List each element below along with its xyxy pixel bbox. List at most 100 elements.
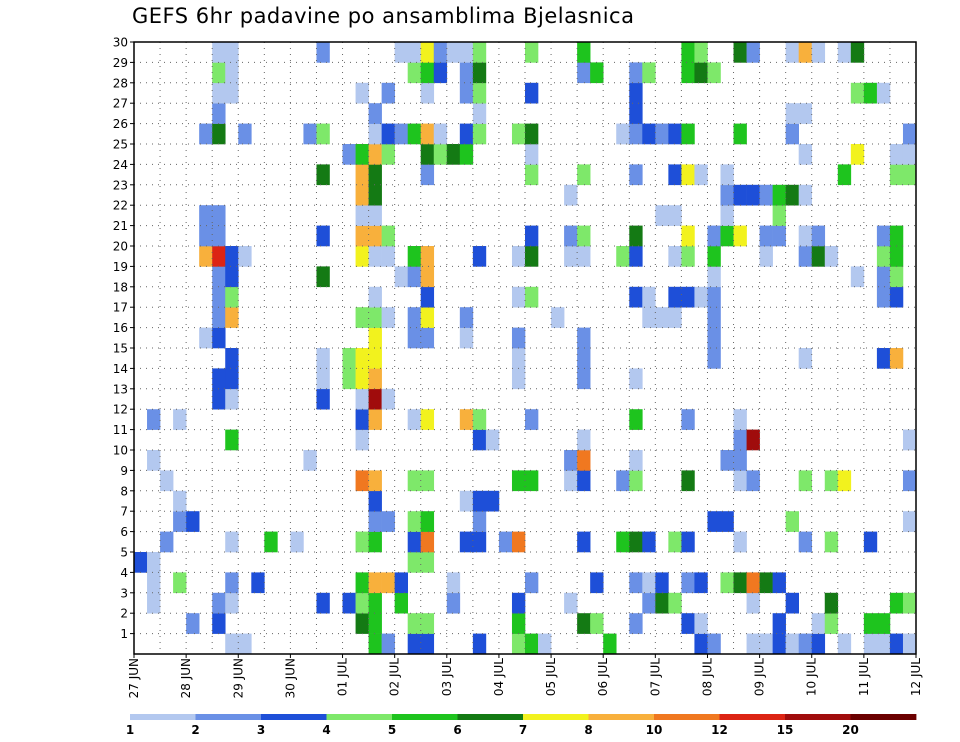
- heatmap-cell: [368, 490, 382, 512]
- heatmap-cell: [681, 123, 695, 145]
- heatmap-cell: [381, 144, 395, 165]
- heatmap-cell: [212, 225, 226, 247]
- y-tick-label: 14: [113, 362, 128, 376]
- y-tick-label: 27: [113, 97, 128, 111]
- y-tick-label: 18: [113, 280, 128, 294]
- y-tick-label: 11: [113, 423, 128, 437]
- y-tick-label: 13: [113, 382, 128, 396]
- x-tick-label: 27 JUN: [127, 658, 141, 698]
- heatmap-cell: [368, 470, 382, 492]
- heatmap-cell: [694, 164, 708, 186]
- heatmap-cell: [629, 103, 643, 124]
- heatmap-cell: [407, 613, 422, 634]
- heatmap-cell: [655, 123, 669, 145]
- heatmap-cell: [472, 633, 487, 655]
- heatmap-cell: [511, 368, 526, 390]
- heatmap-cell: [668, 592, 682, 614]
- heatmap-cell: [368, 307, 382, 328]
- heatmap-cell: [407, 409, 422, 430]
- heatmap-cell: [368, 205, 382, 226]
- heatmap-cell: [681, 62, 695, 84]
- heatmap-cell: [225, 286, 239, 308]
- heatmap-cell: [629, 409, 643, 430]
- heatmap-cell: [733, 450, 747, 471]
- heatmap-cell: [381, 123, 395, 145]
- heatmap-cell: [368, 164, 382, 186]
- heatmap-cell: [733, 409, 747, 430]
- heatmap-cell: [629, 613, 643, 634]
- heatmap-cell: [472, 511, 487, 532]
- heatmap-cell: [746, 592, 760, 614]
- heatmap-cell: [889, 592, 904, 614]
- heatmap-cell: [785, 123, 799, 145]
- heatmap-cell: [889, 164, 904, 186]
- heatmap-cell: [616, 246, 630, 267]
- heatmap-cell: [316, 225, 330, 247]
- colorbar-label: 6: [453, 723, 461, 737]
- colorbar-swatch: [850, 714, 917, 720]
- heatmap-cell: [629, 82, 643, 104]
- heatmap-cell: [472, 246, 487, 267]
- heatmap-cell: [511, 613, 526, 634]
- x-tick-label: 06 JUL: [596, 658, 610, 696]
- x-tick-label: 05 JUL: [544, 658, 558, 696]
- heatmap-cell: [837, 633, 852, 655]
- heatmap-cell: [511, 592, 526, 614]
- heatmap-cell: [577, 368, 591, 390]
- colorbar-swatch: [261, 714, 327, 720]
- heatmap-cell: [472, 490, 487, 512]
- heatmap-cell: [837, 42, 852, 63]
- heatmap-cell: [850, 144, 865, 165]
- heatmap-cell: [433, 42, 448, 63]
- heatmap-cell: [577, 450, 591, 471]
- heatmap-cell: [837, 470, 852, 492]
- heatmap-cell: [355, 144, 369, 165]
- heatmap-cell: [472, 429, 487, 451]
- heatmap-cell: [407, 511, 422, 532]
- heatmap-cell: [212, 123, 226, 145]
- heatmap-cell: [902, 164, 917, 186]
- heatmap-cell: [694, 613, 708, 634]
- heatmap-cell: [772, 572, 786, 594]
- heatmap-cell: [746, 633, 760, 655]
- heatmap-cell: [668, 123, 682, 145]
- heatmap-cell: [824, 613, 839, 634]
- heatmap-cell: [798, 470, 813, 492]
- heatmap-cell: [420, 246, 435, 267]
- heatmap-cell: [681, 470, 695, 492]
- heatmap-cell: [629, 225, 643, 247]
- heatmap-cell: [173, 409, 187, 430]
- heatmap-cell: [472, 42, 487, 63]
- heatmap-cell: [238, 633, 252, 655]
- y-tick-label: 9: [120, 464, 128, 478]
- heatmap-cell: [564, 470, 578, 492]
- heatmap-cell: [459, 144, 474, 165]
- heatmap-cell: [785, 633, 799, 655]
- heatmap-cell: [355, 531, 369, 553]
- heatmap-cell: [525, 572, 539, 594]
- colorbar-label: 2: [191, 723, 199, 737]
- x-axis-ticks: 27 JUN 28 JUN 29 JUN 30 JUN 01 JUL 02 JUL 03 J…: [127, 654, 923, 698]
- heatmap-cell: [811, 42, 826, 63]
- y-tick-label: 25: [113, 138, 128, 152]
- colorbar-label: 7: [519, 723, 527, 737]
- heatmap-cell: [290, 531, 304, 553]
- colorbar-swatch: [588, 714, 655, 720]
- heatmap-cell: [889, 633, 904, 655]
- heatmap-cell: [394, 266, 408, 288]
- heatmap-cell: [355, 613, 369, 634]
- heatmap-cell: [511, 531, 526, 553]
- heatmap-cell: [785, 511, 799, 532]
- heatmap-cell: [824, 531, 839, 553]
- heatmap-cell: [577, 531, 591, 553]
- heatmap-cell: [212, 82, 226, 104]
- heatmap-cell: [186, 511, 200, 532]
- heatmap-cell: [629, 531, 643, 553]
- heatmap-cell: [355, 164, 369, 186]
- heatmap-cell: [407, 246, 422, 267]
- heatmap-cell: [785, 184, 799, 206]
- heatmap-cell: [368, 511, 382, 532]
- heatmap-cell: [511, 123, 526, 145]
- heatmap-cell: [420, 613, 435, 634]
